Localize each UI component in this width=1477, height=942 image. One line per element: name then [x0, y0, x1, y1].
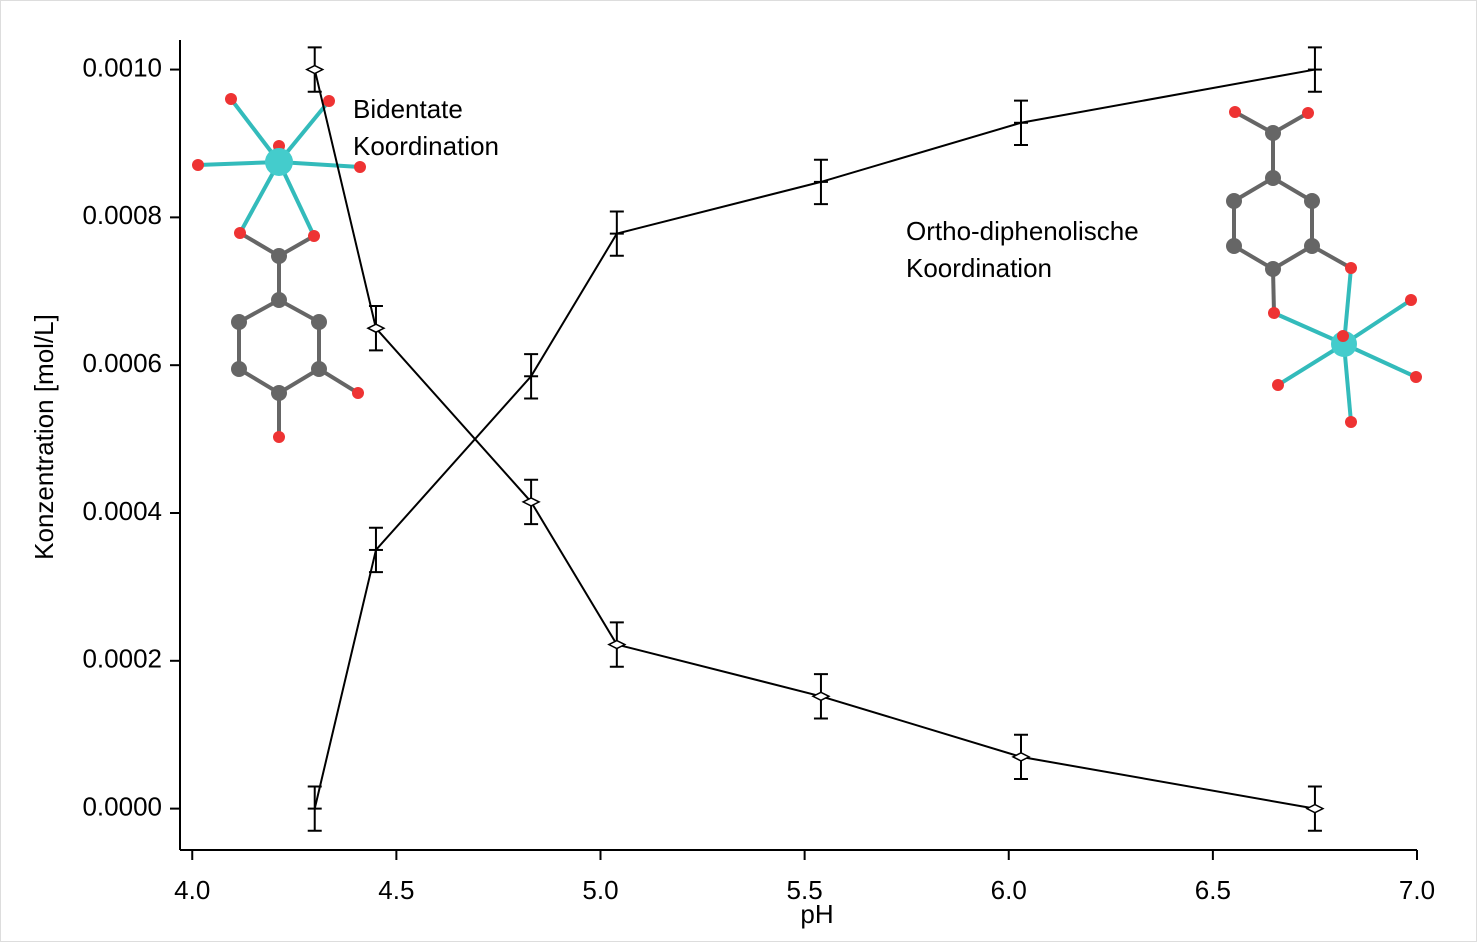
x-tick-label: 5.5: [787, 875, 823, 905]
annotation: Ortho-diphenolische: [906, 216, 1139, 246]
y-tick-label: 0.0006: [82, 348, 162, 378]
chart: pH Konzentration [mol/L] Bidentate Koord…: [0, 0, 1477, 942]
x-tick-label: 6.0: [991, 875, 1027, 905]
x-tick-label: 5.0: [582, 875, 618, 905]
x-tick-label: 7.0: [1399, 875, 1435, 905]
x-tick-label: 6.5: [1195, 875, 1231, 905]
y-tick-label: 0.0002: [82, 644, 162, 674]
annotation: Koordination: [353, 131, 499, 161]
x-tick-label: 4.5: [378, 875, 414, 905]
annotation: Bidentate: [353, 94, 463, 124]
y-tick-label: 0.0010: [82, 52, 162, 82]
annotation: Koordination: [906, 253, 1052, 283]
frame: [1, 1, 1477, 942]
x-tick-label: 4.0: [174, 875, 210, 905]
y-tick-label: 0.0000: [82, 791, 162, 821]
y-axis-label: Konzentration [mol/L]: [29, 314, 59, 560]
y-tick-label: 0.0008: [82, 200, 162, 230]
y-tick-label: 0.0004: [82, 496, 162, 526]
